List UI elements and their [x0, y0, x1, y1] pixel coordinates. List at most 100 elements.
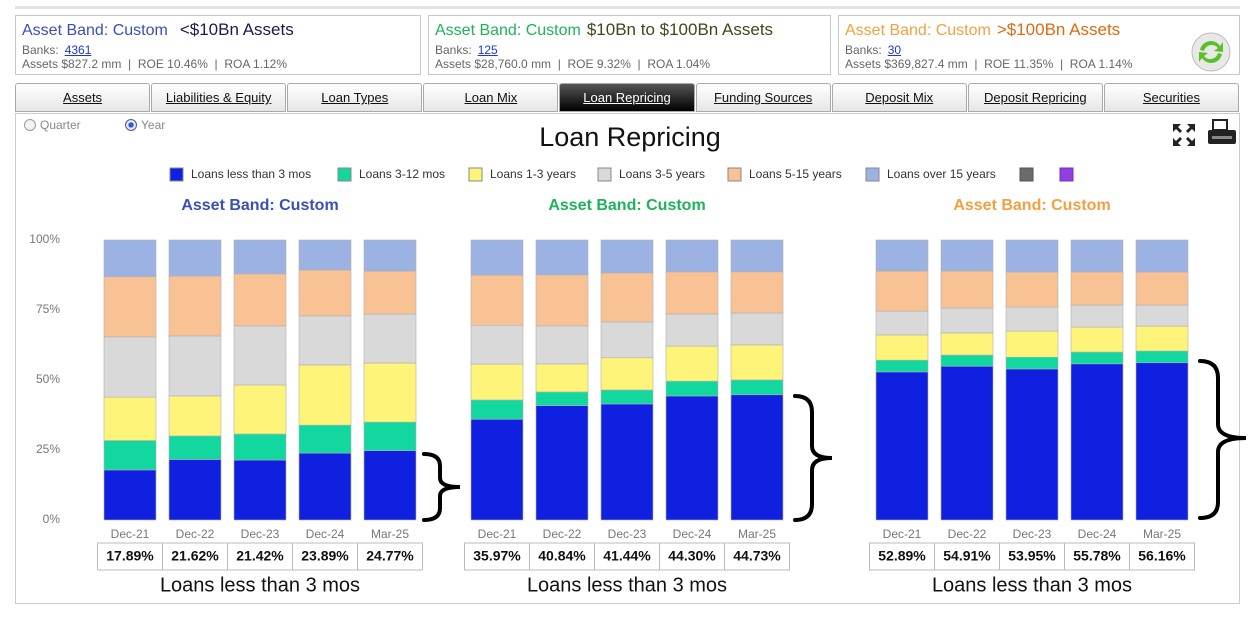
bar-segment [233, 239, 287, 275]
radio-button[interactable] [24, 119, 36, 131]
bar-segment [298, 364, 352, 426]
tab[interactable]: Securities [1103, 83, 1239, 112]
bar-segment [168, 335, 222, 397]
bar-segment [940, 354, 994, 367]
y-tick-label: 100% [29, 232, 60, 246]
bar-segment [103, 396, 157, 441]
legend-label: Loans 3-12 mos [359, 167, 445, 181]
chart-footer: Loans less than 3 mos [160, 574, 360, 596]
tab[interactable]: Deposit Repricing [967, 83, 1103, 112]
period-option[interactable]: Year [125, 118, 165, 132]
legend-swatch [1019, 167, 1034, 182]
x-tick-label: Dec-21 [478, 527, 517, 541]
bar-segment [298, 315, 352, 366]
bar-segment [363, 362, 417, 423]
tab[interactable]: Liabilities & Equity [151, 83, 287, 112]
bar-segment [168, 275, 222, 337]
bar-segment [535, 405, 589, 521]
bar-segment [103, 276, 157, 338]
value-label: 40.84% [538, 548, 586, 564]
bar-segment [233, 433, 287, 461]
bar-segment [535, 391, 589, 406]
value-label: 53.95% [1008, 548, 1056, 564]
bar-segment [875, 239, 929, 272]
bar-segment [1070, 326, 1124, 353]
bar-segment [940, 239, 994, 272]
bar-segment [298, 239, 352, 271]
band-label: Asset Band: Custom [22, 22, 168, 39]
tab[interactable]: Funding Sources [695, 83, 831, 112]
bar-segment [730, 312, 784, 346]
bar-segment [363, 450, 417, 521]
bar-segment [233, 384, 287, 435]
legend-swatch [169, 167, 184, 182]
value-cell [659, 542, 725, 571]
y-tick-label: 75% [36, 302, 60, 316]
radio-button[interactable] [125, 119, 137, 131]
banks-link[interactable]: 4361 [64, 43, 92, 57]
expand-icon[interactable] [1173, 124, 1195, 146]
bar-segment [233, 273, 287, 327]
x-tick-label: Mar-25 [738, 527, 776, 541]
bar-segment [730, 239, 784, 273]
legend-swatch [337, 167, 352, 182]
bar-segment [1005, 271, 1059, 308]
print-icon[interactable] [1208, 119, 1236, 144]
bar-segment [103, 239, 157, 278]
bar-segment [600, 357, 654, 391]
bar-segment [168, 459, 222, 521]
value-cell [999, 542, 1065, 571]
tab[interactable]: Assets [15, 83, 151, 112]
bar-segment [1005, 368, 1059, 521]
bar-segment [665, 345, 719, 382]
legend-label: Loans 5-15 years [749, 167, 842, 181]
band-card: Asset Band: Custom >$100Bn Assets Banks: 3… [838, 15, 1240, 75]
bar-segment [600, 239, 654, 274]
banks-link[interactable]: 30 [887, 43, 902, 57]
bar-segment [298, 424, 352, 454]
tab[interactable]: Deposit Mix [831, 83, 967, 112]
value-label: 54.91% [943, 548, 991, 564]
bar-segment [363, 270, 417, 315]
value-cell [1129, 542, 1195, 571]
tab[interactable]: Loan Repricing [559, 83, 695, 112]
bar-segment [875, 270, 929, 312]
period-label: Quarter [40, 118, 81, 132]
band-label: Asset Band: Custom [435, 22, 581, 39]
x-tick-label: Dec-22 [543, 527, 582, 541]
legend-swatch [1059, 167, 1074, 182]
tab[interactable]: Loan Types [287, 83, 423, 112]
bar-segment [1070, 363, 1124, 521]
legend-label: Loans less than 3 mos [191, 167, 311, 181]
legend-label: Loans over 15 years [887, 167, 996, 181]
value-cell [292, 542, 358, 571]
bar-segment [103, 336, 157, 398]
bar-segment [1005, 330, 1059, 358]
band-card: Asset Band: Custom <$10Bn Assets Banks: 43… [15, 15, 421, 75]
banks-label: Banks: [435, 43, 472, 57]
bar-segment [600, 272, 654, 323]
y-tick-label: 0% [43, 512, 61, 526]
tab[interactable]: Loan Mix [423, 83, 559, 112]
bar-segment [1070, 239, 1124, 273]
bar-segment [363, 421, 417, 451]
bar-segment [1135, 304, 1189, 327]
banks-link[interactable]: 125 [477, 43, 498, 57]
x-tick-label: Mar-25 [1143, 527, 1181, 541]
bar-segment [665, 395, 719, 521]
bar-segment [875, 334, 929, 361]
x-tick-label: Dec-23 [241, 527, 280, 541]
bar-segment [940, 365, 994, 521]
value-cell [869, 542, 935, 571]
bar-segment [470, 239, 524, 276]
banks-label: Banks: [845, 43, 882, 57]
refresh-button[interactable] [1191, 32, 1231, 72]
legend-swatch [727, 167, 742, 182]
period-option[interactable]: Quarter [24, 118, 81, 132]
bar-segment [940, 307, 994, 334]
bar-segment [470, 274, 524, 326]
bar-segment [730, 394, 784, 521]
bar-segment [1135, 239, 1189, 273]
bar-segment [470, 363, 524, 401]
top-rule [15, 6, 1240, 9]
